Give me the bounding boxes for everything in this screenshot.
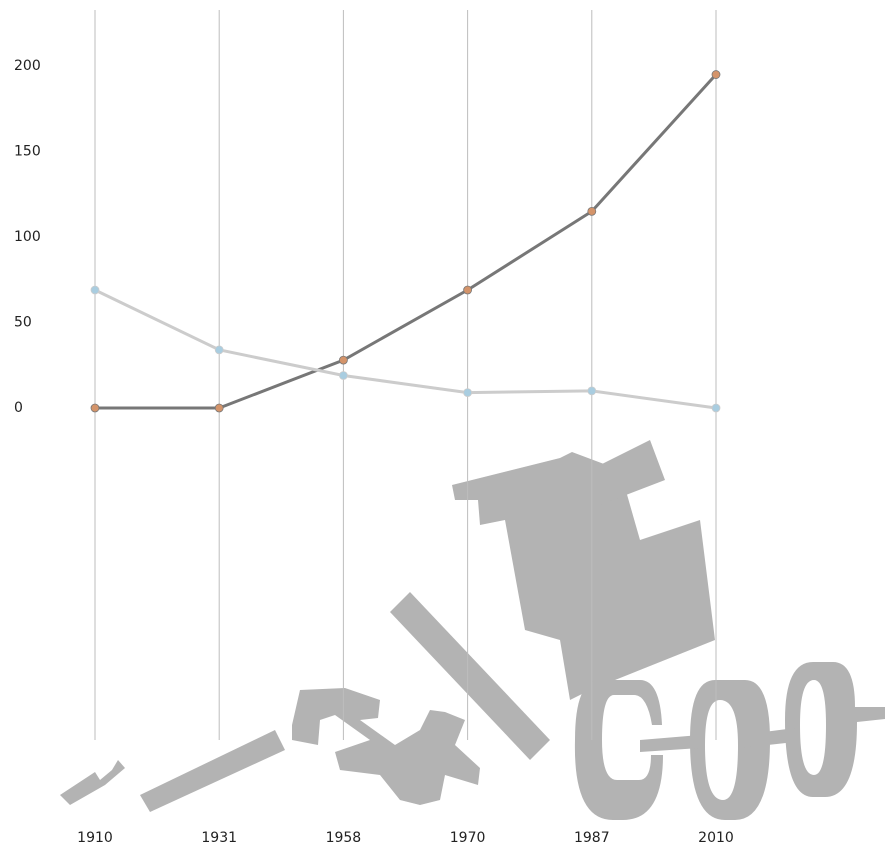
x-tick-label: 1958 (326, 830, 362, 846)
x-tick-label: 1987 (574, 830, 610, 846)
x-tick-label: 1970 (450, 830, 486, 846)
series-line (94, 288, 717, 410)
x-tick-label: 1931 (201, 830, 237, 846)
data-point (587, 206, 597, 216)
y-tick-label: 50 (14, 315, 32, 331)
data-point (90, 285, 100, 295)
data-point (214, 345, 224, 355)
y-tick-label: 0 (14, 400, 23, 416)
y-tick-label: 200 (14, 58, 41, 74)
y-tick-label: 150 (14, 144, 41, 160)
building-silhouettes (60, 440, 885, 820)
data-point (463, 285, 473, 295)
data-point (711, 403, 721, 413)
data-point (587, 386, 597, 396)
data-point (711, 70, 721, 79)
x-tick-label: 1910 (77, 830, 113, 846)
data-point (338, 371, 348, 380)
y-tick-label: 100 (14, 229, 41, 245)
data-point (90, 403, 100, 413)
x-tick-label: 2010 (698, 830, 734, 846)
data-point (338, 355, 348, 365)
series-line (95, 73, 718, 410)
data-point (463, 388, 473, 398)
data-point (214, 403, 224, 413)
